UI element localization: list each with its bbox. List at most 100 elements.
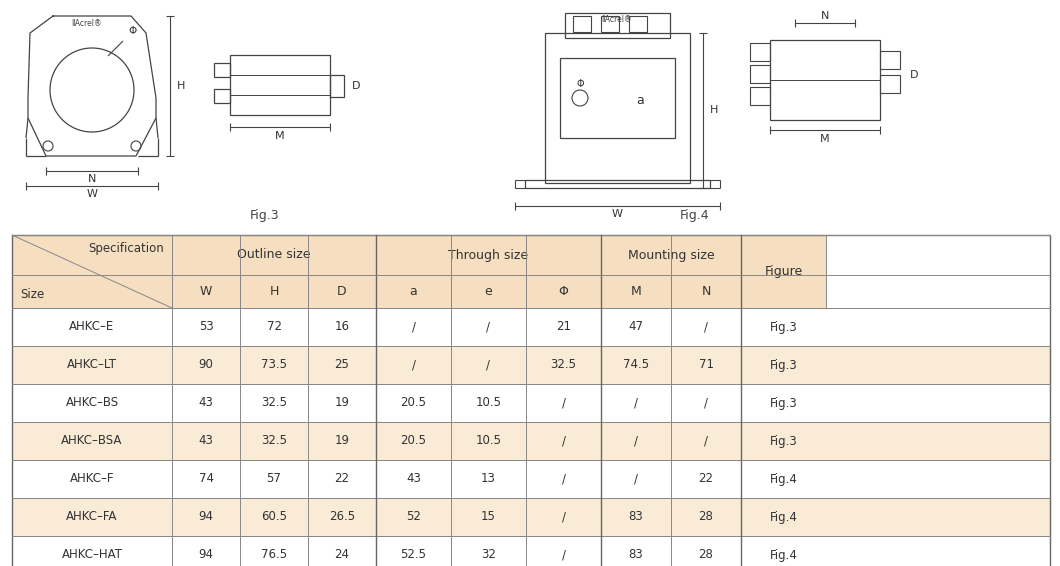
Text: /: / — [562, 397, 565, 409]
Text: Φ: Φ — [559, 285, 568, 298]
Text: 52: 52 — [406, 511, 421, 524]
Text: 20.5: 20.5 — [401, 397, 426, 409]
Text: 47: 47 — [629, 320, 643, 333]
Bar — [671, 275, 741, 308]
Text: Fig.3: Fig.3 — [770, 435, 797, 448]
Bar — [12, 498, 1050, 536]
Text: Outline size: Outline size — [237, 248, 311, 261]
Text: 16: 16 — [335, 320, 350, 333]
Bar — [601, 16, 619, 32]
Text: AHKC–F: AHKC–F — [70, 473, 114, 486]
Text: 43: 43 — [198, 435, 213, 448]
Text: H: H — [177, 81, 186, 91]
Text: 43: 43 — [198, 397, 213, 409]
Text: W: W — [612, 209, 622, 219]
Text: 22: 22 — [335, 473, 350, 486]
Text: 20.5: 20.5 — [401, 435, 426, 448]
Bar — [12, 308, 1050, 346]
Text: 57: 57 — [266, 473, 282, 486]
Text: /: / — [411, 320, 416, 333]
Text: /: / — [634, 435, 638, 448]
Bar — [880, 75, 900, 93]
Text: Fig.3: Fig.3 — [250, 208, 280, 221]
Text: 73.5: 73.5 — [261, 358, 287, 371]
Text: W: W — [87, 189, 98, 199]
Text: 52.5: 52.5 — [401, 548, 426, 561]
Text: 43: 43 — [406, 473, 421, 486]
Bar — [750, 87, 770, 105]
Bar — [526, 275, 601, 308]
Text: AHKC–LT: AHKC–LT — [67, 358, 117, 371]
Text: Fig.4: Fig.4 — [770, 473, 797, 486]
Text: Fig.4: Fig.4 — [770, 548, 797, 561]
Bar — [376, 235, 601, 275]
Bar — [12, 384, 1050, 422]
Bar — [214, 63, 230, 77]
Bar — [560, 58, 675, 138]
Text: D: D — [909, 70, 919, 80]
Text: 32.5: 32.5 — [261, 435, 287, 448]
Bar — [601, 275, 671, 308]
Bar — [629, 16, 647, 32]
Text: 60.5: 60.5 — [261, 511, 287, 524]
Text: a: a — [409, 285, 418, 298]
Bar — [308, 275, 376, 308]
Text: 83: 83 — [629, 548, 643, 561]
Text: /: / — [487, 358, 491, 371]
Text: /: / — [562, 435, 565, 448]
Text: 28: 28 — [699, 548, 713, 561]
Text: 19: 19 — [335, 397, 350, 409]
Bar — [545, 33, 690, 183]
Text: 72: 72 — [266, 320, 282, 333]
Text: N: N — [702, 285, 710, 298]
Text: 32.5: 32.5 — [550, 358, 577, 371]
Text: M: M — [631, 285, 641, 298]
Bar — [12, 235, 172, 308]
Text: D: D — [352, 81, 360, 91]
Bar — [565, 13, 670, 38]
Bar — [12, 536, 1050, 566]
Text: Fig.4: Fig.4 — [770, 511, 797, 524]
Text: AHKC–FA: AHKC–FA — [67, 511, 118, 524]
Text: Through size: Through size — [448, 248, 529, 261]
Bar — [230, 55, 330, 115]
Bar — [330, 75, 345, 97]
Bar — [12, 346, 1050, 384]
Text: 10.5: 10.5 — [476, 435, 501, 448]
Bar — [573, 16, 591, 32]
Text: /: / — [704, 397, 708, 409]
Text: Specification: Specification — [88, 242, 164, 255]
Text: 25: 25 — [335, 358, 350, 371]
Text: 90: 90 — [198, 358, 213, 371]
Text: /: / — [562, 473, 565, 486]
Text: AHKC–BS: AHKC–BS — [66, 397, 119, 409]
Text: N: N — [820, 11, 829, 21]
Text: /: / — [704, 435, 708, 448]
Text: 22: 22 — [699, 473, 713, 486]
Text: 74: 74 — [198, 473, 213, 486]
Text: W: W — [200, 285, 212, 298]
Text: ⅡAcrel®: ⅡAcrel® — [602, 15, 632, 24]
Text: Φ: Φ — [128, 26, 137, 36]
Text: /: / — [634, 473, 638, 486]
Text: /: / — [634, 397, 638, 409]
Text: Size: Size — [20, 288, 45, 301]
Text: M: M — [276, 131, 285, 141]
Text: /: / — [704, 320, 708, 333]
Text: H: H — [269, 285, 279, 298]
Text: 32.5: 32.5 — [261, 397, 287, 409]
Text: Fig.3: Fig.3 — [770, 358, 797, 371]
Text: 71: 71 — [699, 358, 713, 371]
Text: 24: 24 — [335, 548, 350, 561]
Text: 28: 28 — [699, 511, 713, 524]
Bar — [750, 43, 770, 61]
Text: AHKC–HAT: AHKC–HAT — [61, 548, 123, 561]
Text: 13: 13 — [481, 473, 496, 486]
Bar — [450, 275, 526, 308]
Text: 21: 21 — [556, 320, 571, 333]
Bar — [750, 65, 770, 83]
Bar — [770, 40, 880, 120]
Text: a: a — [636, 93, 643, 106]
Text: /: / — [411, 358, 416, 371]
Text: ⅡAcrel®: ⅡAcrel® — [71, 19, 102, 28]
